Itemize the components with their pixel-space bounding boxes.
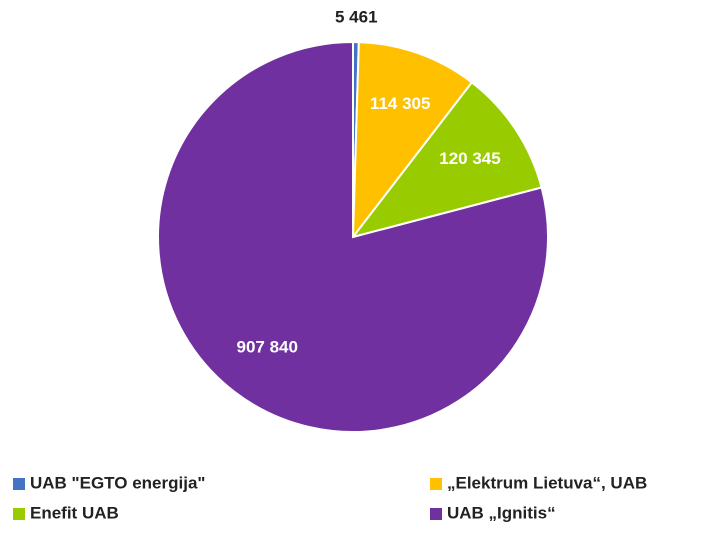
pie-slice [351,41,474,241]
legend-label: „Elektrum Lietuva“, UAB [447,473,647,492]
pie-slice [157,40,549,433]
legend-marker [13,508,25,520]
legend-marker [430,508,442,520]
legend-label: Enefit UAB [30,503,119,522]
data-label: 120 345 [439,149,500,168]
pie-slice [350,81,543,239]
data-label: 907 840 [237,338,298,357]
legend-marker [13,478,25,490]
legend-label: UAB "EGTO energija" [30,473,205,492]
data-label: 5 461 [335,8,378,27]
legend-marker [430,478,442,490]
data-label: 114 305 [370,94,431,113]
legend-label: UAB „Ignitis“ [447,503,556,522]
